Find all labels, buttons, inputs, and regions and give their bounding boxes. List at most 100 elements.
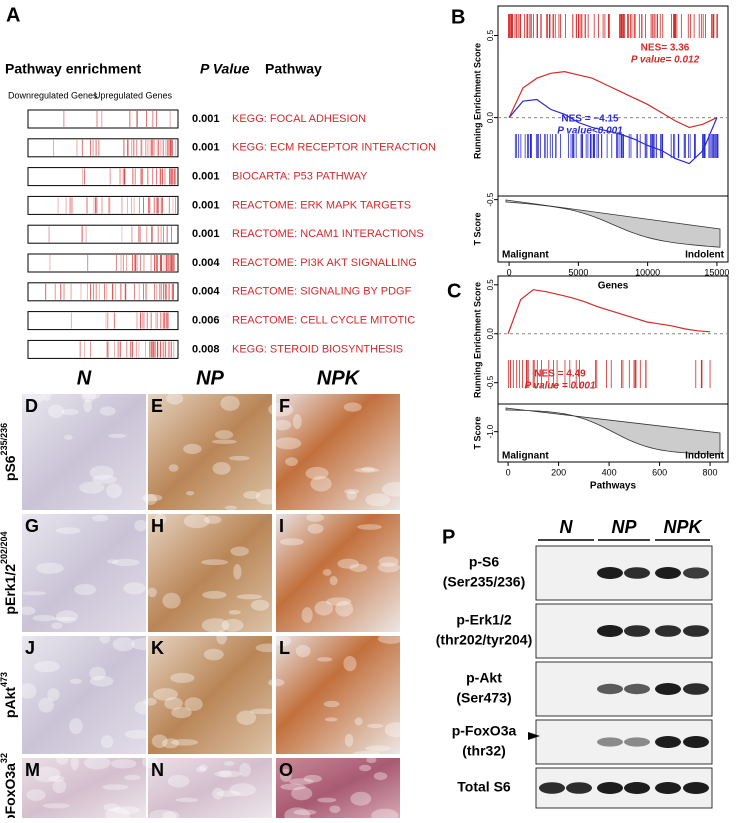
tissue-texture [166, 392, 184, 405]
blot-strip [535, 719, 713, 765]
tissue-texture [353, 750, 381, 758]
group-label: NP [611, 517, 637, 537]
tissue-texture [184, 697, 203, 711]
tissue-texture [83, 399, 92, 413]
pathway: KEGG: ECM RECEPTOR INTERACTION [232, 142, 436, 154]
band [597, 737, 623, 747]
row-label: pAkt473 [0, 672, 18, 718]
band [683, 782, 709, 794]
tissue-texture [61, 408, 79, 416]
tissue-texture [268, 402, 294, 417]
panel-letter: F [279, 396, 290, 416]
x-tick-label: 400 [602, 467, 617, 477]
band [597, 683, 623, 695]
tissue-texture [195, 766, 207, 773]
tissue-texture [112, 637, 135, 652]
panel-letter: L [279, 638, 290, 658]
pathway: KEGG: STEROID BIOSYNTHESIS [232, 343, 403, 355]
tissue-texture [103, 803, 120, 812]
ihc-image [148, 636, 272, 754]
tissue-texture [51, 622, 63, 630]
t-score [505, 407, 721, 455]
tissue-texture [373, 772, 388, 781]
band [597, 567, 623, 579]
annotation: Indolent [685, 250, 725, 261]
tissue-texture [34, 660, 60, 673]
tissue-texture [317, 657, 333, 662]
tissue-texture [365, 745, 391, 752]
tissue-texture [354, 717, 363, 726]
tissue-texture [48, 404, 65, 419]
tissue-texture [36, 562, 64, 574]
tissue-texture [70, 754, 79, 771]
tissue-texture [168, 464, 179, 472]
tissue-texture [47, 688, 60, 702]
tissue-texture [303, 774, 322, 783]
tissue-texture [323, 700, 340, 708]
ihc-image [22, 394, 146, 510]
marker-sup: 235/236 [0, 423, 9, 456]
tissue-texture [143, 697, 157, 706]
marker: pErk1/2 [2, 564, 18, 615]
band [624, 683, 650, 695]
tissue-texture [202, 590, 227, 599]
tissue-texture [228, 610, 241, 615]
marker: pFoxO3a [2, 763, 18, 818]
blot-label: p-S6 [469, 554, 500, 570]
x-tick-label: 0 [507, 267, 512, 277]
row-label: pErk1/2202/204 [0, 531, 18, 614]
panel-label: P [442, 526, 455, 548]
tissue-texture [164, 697, 183, 710]
tissue-texture [19, 683, 37, 699]
tissue-texture [381, 481, 410, 497]
pathway: REACTOME: ERK MAPK TARGETS [232, 199, 411, 211]
pathway: REACTOME: SIGNALING BY PDGF [232, 286, 412, 298]
tissue-texture [144, 493, 157, 506]
x-tick-label: 5000 [568, 267, 588, 277]
tissue-texture [42, 388, 52, 401]
p-value: 0.008 [192, 343, 220, 355]
band [683, 683, 709, 695]
tissue-texture [92, 475, 117, 484]
x-tick-label: 800 [703, 467, 718, 477]
ihc-image [276, 394, 400, 510]
tissue-texture [52, 779, 67, 794]
label: Upregulated Genes [94, 90, 173, 100]
blot-label: (thr32) [462, 743, 506, 759]
column-header: N [77, 367, 92, 389]
tissue-texture [107, 559, 119, 564]
tissue-texture [305, 466, 329, 480]
panel-letter: H [151, 516, 164, 536]
tissue-texture [186, 490, 195, 496]
barcode-box [27, 339, 179, 359]
tissue-texture [55, 610, 78, 624]
y-axis-label: Running Enrichment Score [472, 282, 482, 398]
tissue-texture [274, 437, 302, 450]
tissue-texture [162, 592, 181, 609]
tissue-texture [218, 770, 232, 778]
tissue-texture [229, 783, 256, 797]
tissue-texture [214, 770, 242, 778]
annotation: NES = 4.49 [534, 369, 586, 380]
heading: P Value [200, 61, 250, 77]
tissue-texture [317, 797, 337, 803]
tissue-texture [183, 443, 202, 455]
tissue-texture [99, 406, 116, 416]
tissue-texture [55, 527, 81, 534]
band [624, 782, 650, 794]
barcode-box [27, 138, 179, 158]
tissue-texture [56, 753, 69, 765]
tissue-texture [349, 563, 368, 573]
panel-label: C [447, 280, 461, 302]
pathway: KEGG: FOCAL ADHESION [232, 113, 366, 125]
tissue-texture [124, 774, 141, 781]
band [683, 736, 709, 748]
ihc-image [276, 758, 400, 818]
tissue-texture [335, 600, 354, 617]
band [539, 782, 565, 794]
band [655, 683, 681, 695]
marker-sup: 32 [0, 753, 9, 763]
row-label: pFoxO3a32 [0, 753, 18, 818]
y-tick-label: -1.0 [486, 424, 495, 438]
tissue-texture [329, 576, 338, 586]
